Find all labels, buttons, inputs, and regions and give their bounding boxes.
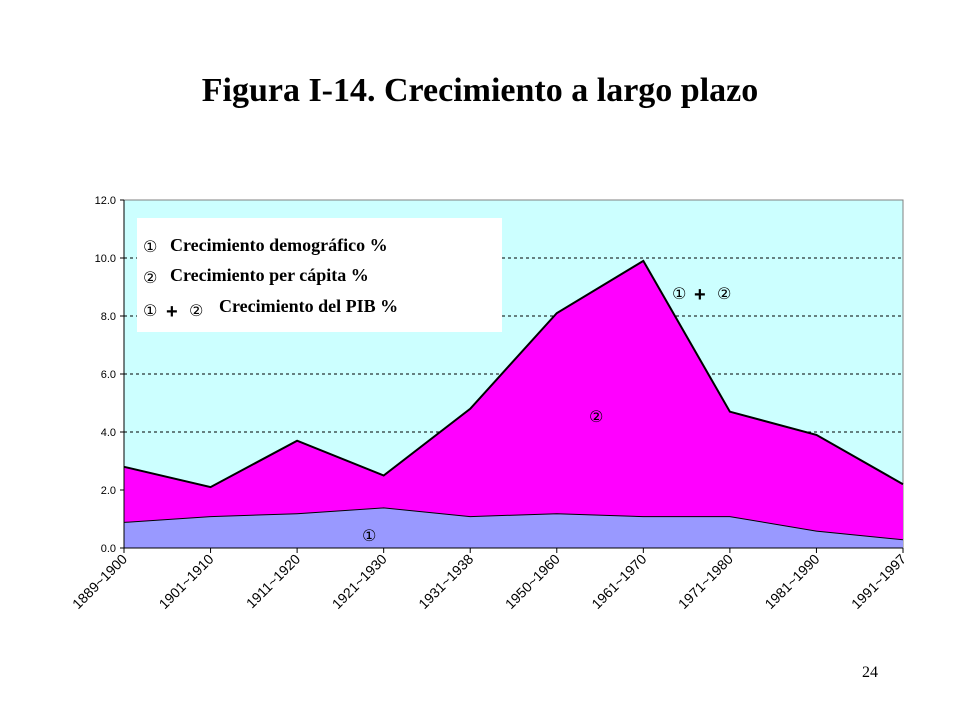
y-tick-label: 0.0 — [101, 543, 116, 555]
page-title: Figura I-14. Crecimiento a largo plazo — [201, 72, 759, 109]
area-series-2 — [124, 260, 903, 540]
x-tick-label: 1921~1930 — [329, 551, 390, 612]
annotation-series2-marker: ② — [589, 407, 603, 426]
legend-row1-marker: ① — [143, 237, 157, 256]
annotation-total-marker-2: ② — [717, 284, 731, 303]
x-tick-label: 1911~1920 — [243, 551, 304, 612]
legend-row2-label: Crecimiento per cápita % — [170, 265, 369, 285]
legend-row1-label: Crecimiento demográfico % — [170, 235, 388, 255]
y-tick-label: 6.0 — [101, 369, 116, 381]
x-axis-ticks: 1889~1900 1901~1910 1911~1920 1921~1930 1931… — [69, 548, 909, 612]
y-tick-label: 10.0 — [95, 253, 116, 265]
y-tick-label: 4.0 — [101, 427, 116, 439]
y-tick-label: 12.0 — [95, 195, 116, 207]
x-tick-label: 1889~1900 — [69, 551, 130, 612]
page-number: 24 — [862, 664, 878, 681]
x-tick-label: 1931~1938 — [415, 551, 476, 612]
annotation-total-plus: + — [694, 284, 706, 306]
legend-row2-marker: ② — [143, 268, 157, 287]
legend-row3-label: Crecimiento del PIB % — [219, 296, 398, 316]
x-tick-label: 1901~1910 — [156, 551, 217, 612]
area-series — [123, 259, 904, 548]
x-tick-label: 1981~1990 — [761, 551, 822, 612]
legend-box — [137, 218, 502, 332]
x-tick-label: 1991~1997 — [848, 551, 909, 612]
legend-row3-marker-2: ② — [189, 301, 203, 320]
legend-row3-marker-1: ① — [143, 301, 157, 320]
x-tick-label: 1950~1960 — [502, 551, 563, 612]
y-axis-ticks: 0.0 2.0 4.0 6.0 8.0 10.0 12.0 — [95, 195, 124, 555]
y-tick-label: 8.0 — [101, 311, 116, 323]
y-tick-label: 2.0 — [101, 485, 116, 497]
x-tick-label: 1961~1970 — [588, 551, 649, 612]
annotation-total-marker-1: ① — [672, 284, 686, 303]
annotation-series1-marker: ① — [362, 526, 376, 545]
area-series-2-top-line — [123, 259, 904, 489]
area-series-1-top-line — [123, 506, 904, 541]
area-series-1 — [124, 507, 903, 548]
annotation-total: ① + ② — [672, 284, 731, 306]
legend-row3-plus: + — [166, 301, 178, 323]
x-tick-label: 1971~1980 — [675, 551, 736, 612]
legend: ① Crecimiento demográfico % ② Crecimient… — [137, 218, 502, 332]
